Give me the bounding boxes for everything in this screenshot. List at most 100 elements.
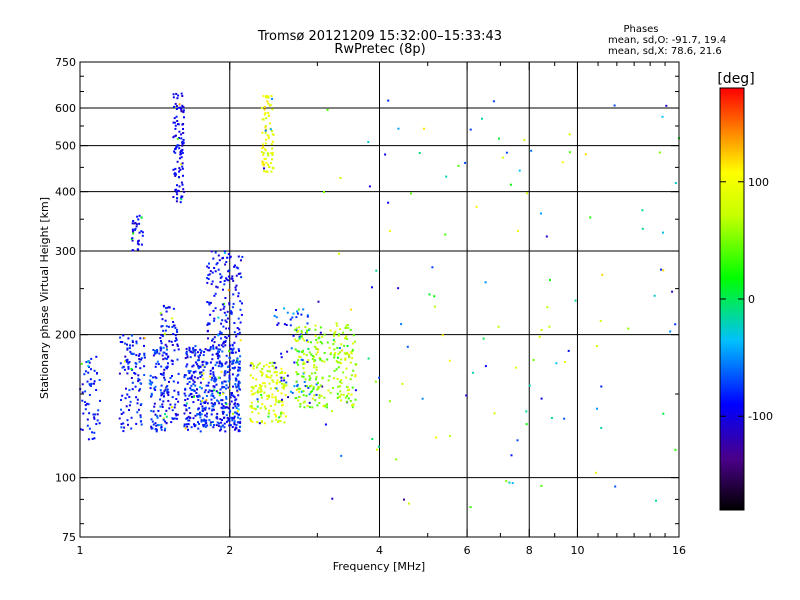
data-point — [172, 136, 175, 139]
data-point — [237, 267, 240, 270]
data-point — [213, 424, 215, 426]
data-point — [215, 361, 218, 364]
data-point — [236, 357, 239, 360]
data-point — [352, 403, 355, 406]
data-point — [238, 369, 241, 372]
data-point — [125, 360, 128, 363]
data-point — [225, 261, 228, 263]
data-point — [317, 337, 320, 340]
data-point — [336, 396, 339, 399]
data-point — [154, 349, 157, 352]
data-point — [205, 395, 208, 397]
data-point — [297, 399, 300, 402]
data-point — [225, 314, 228, 317]
data-point — [307, 359, 310, 362]
x-tick-label: 6 — [464, 544, 471, 557]
data-point — [149, 387, 152, 390]
data-point — [224, 406, 227, 409]
data-point — [96, 419, 99, 422]
data-point — [224, 372, 227, 375]
data-point — [199, 371, 201, 374]
data-point — [217, 334, 220, 337]
data-point — [83, 373, 86, 376]
data-point — [175, 337, 178, 340]
data-point — [202, 372, 205, 375]
data-point — [181, 144, 184, 147]
data-point — [354, 374, 357, 377]
data-point — [351, 350, 354, 352]
data-point — [563, 417, 566, 420]
data-point — [209, 346, 212, 349]
data-point — [118, 372, 121, 375]
data-point — [239, 321, 242, 324]
data-point — [223, 426, 226, 429]
data-point — [229, 396, 232, 399]
data-point — [342, 371, 345, 374]
data-point — [224, 370, 227, 373]
data-point — [315, 353, 318, 356]
data-point — [508, 481, 511, 484]
data-point — [204, 348, 207, 351]
data-point — [232, 362, 235, 365]
data-point — [302, 361, 305, 364]
data-point — [173, 417, 176, 420]
data-point — [267, 163, 269, 166]
data-point — [133, 372, 136, 374]
data-point — [344, 358, 347, 361]
data-point — [175, 105, 178, 107]
data-point — [262, 153, 265, 156]
data-point — [280, 352, 283, 355]
data-point — [239, 425, 242, 428]
data-point — [229, 360, 231, 363]
y-axis-label: Stationary phase Virtual Height [km] — [38, 197, 51, 399]
data-point — [96, 372, 98, 375]
data-point — [157, 409, 160, 412]
data-point — [264, 131, 267, 134]
data-point — [262, 146, 265, 149]
data-point — [295, 371, 298, 374]
data-point — [258, 383, 261, 386]
data-point — [345, 400, 348, 403]
data-point — [227, 275, 230, 278]
data-point — [156, 415, 159, 418]
data-point — [193, 354, 196, 357]
data-point — [138, 222, 141, 225]
data-point — [154, 422, 157, 425]
data-point — [256, 389, 259, 392]
data-point — [273, 413, 276, 416]
data-point — [323, 352, 326, 354]
data-point — [233, 415, 236, 418]
data-point — [262, 95, 265, 98]
data-point — [162, 373, 165, 376]
data-point — [207, 381, 210, 384]
y-tick-label: 200 — [55, 329, 76, 342]
data-point — [176, 358, 179, 361]
data-point — [266, 370, 269, 373]
data-point — [216, 415, 218, 418]
data-point — [395, 458, 398, 461]
data-point — [264, 142, 267, 145]
data-point — [655, 499, 657, 502]
data-point — [156, 351, 158, 354]
data-point — [662, 269, 665, 272]
data-point — [165, 325, 168, 328]
data-point — [190, 377, 193, 380]
data-point — [267, 114, 270, 117]
data-point — [93, 382, 95, 385]
data-point — [336, 346, 339, 349]
data-point — [595, 471, 598, 474]
data-point — [123, 426, 126, 429]
data-point — [318, 396, 321, 399]
data-point — [305, 331, 308, 334]
data-point — [286, 374, 289, 377]
data-point — [229, 255, 232, 258]
data-point — [253, 392, 256, 395]
data-point — [261, 368, 264, 370]
data-point — [89, 384, 92, 387]
data-point — [433, 295, 436, 298]
data-point — [254, 385, 257, 387]
data-point — [209, 270, 212, 273]
data-point — [190, 426, 193, 429]
data-point — [131, 341, 134, 343]
